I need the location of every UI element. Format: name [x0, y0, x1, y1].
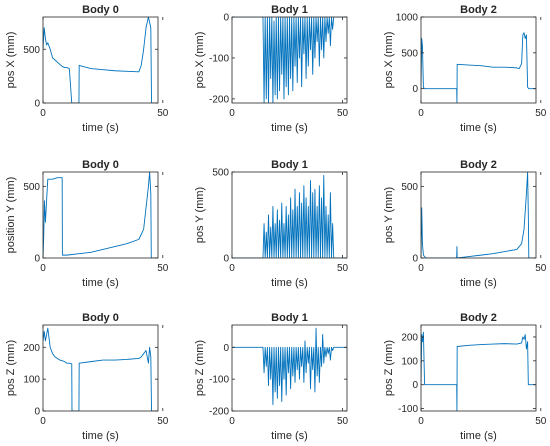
- y-axis-label: position Y (mm): [5, 177, 17, 254]
- y-tick-label: 0: [412, 380, 418, 391]
- x-axis-label: time (s): [82, 430, 119, 442]
- x-tick-label: 50: [337, 263, 349, 274]
- x-tick-label: 50: [337, 416, 349, 427]
- series-line-1: [232, 174, 347, 258]
- x-axis-label: time (s): [271, 122, 308, 134]
- x-tick-label: 0: [40, 108, 46, 119]
- x-tick-label: 50: [535, 263, 547, 274]
- x-tick-label: 0: [229, 416, 235, 427]
- x-tick-label: 0: [418, 263, 424, 274]
- y-tick-label: 500: [23, 182, 40, 193]
- x-axis-label: time (s): [82, 277, 119, 289]
- y-tick-label: 1000: [396, 13, 419, 24]
- series-line-1: [43, 327, 158, 411]
- subplot-title: Body 2: [460, 4, 497, 16]
- x-axis-label: time (s): [82, 122, 119, 134]
- y-tick-label: 0: [34, 99, 40, 110]
- axes-box: [42, 16, 159, 104]
- x-tick-label: 50: [157, 108, 169, 119]
- y-axis-label: pos Z (mm): [383, 340, 395, 396]
- axes-box: [420, 171, 537, 259]
- y-axis-label: pos X (mm): [194, 32, 206, 89]
- subplot-title: Body 2: [460, 159, 497, 171]
- subplot-title: Body 0: [82, 312, 119, 324]
- y-tick-label: 0: [223, 343, 229, 354]
- axes-box: [42, 171, 159, 259]
- subplot-title: Body 2: [460, 312, 497, 324]
- y-axis-label: pos X (mm): [383, 32, 395, 89]
- x-tick-label: 0: [40, 416, 46, 427]
- x-tick-label: 0: [418, 108, 424, 119]
- subplot-title: Body 1: [271, 159, 308, 171]
- axes-box: [231, 324, 348, 412]
- axes-box: [42, 324, 159, 412]
- axes-box: [420, 324, 537, 412]
- x-axis-label: time (s): [460, 277, 497, 289]
- axes-box: [231, 16, 348, 104]
- y-tick-label: 500: [212, 168, 229, 179]
- series-line-1: [232, 17, 347, 103]
- y-tick-label: 200: [401, 332, 418, 343]
- y-tick-label: 500: [23, 45, 40, 56]
- series-line-1: [421, 32, 536, 103]
- subplot-title: Body 0: [82, 4, 119, 16]
- series-line-1: [421, 172, 536, 258]
- y-tick-label: 500: [401, 48, 418, 59]
- x-tick-label: 0: [229, 108, 235, 119]
- y-axis-label: pos Z (mm): [194, 340, 206, 396]
- y-axis-label: pos Z (mm): [5, 340, 17, 396]
- x-tick-label: 0: [229, 263, 235, 274]
- series-line-1: [43, 172, 158, 258]
- x-tick-label: 50: [535, 108, 547, 119]
- x-tick-label: 50: [337, 108, 349, 119]
- y-tick-label: 0: [34, 254, 40, 265]
- subplot-title: Body 1: [271, 312, 308, 324]
- x-tick-label: 50: [535, 416, 547, 427]
- y-tick-label: 0: [223, 13, 229, 24]
- x-tick-label: 0: [40, 263, 46, 274]
- x-axis-label: time (s): [271, 277, 308, 289]
- y-axis-label: pos Y (mm): [194, 187, 206, 243]
- x-axis-label: time (s): [460, 122, 497, 134]
- y-tick-label: 200: [23, 343, 40, 354]
- x-tick-label: 50: [157, 263, 169, 274]
- y-tick-label: 0: [34, 407, 40, 418]
- x-axis-label: time (s): [460, 430, 497, 442]
- axes-box: [231, 171, 348, 259]
- x-tick-label: 50: [157, 416, 169, 427]
- x-axis-label: time (s): [271, 430, 308, 442]
- y-tick-label: 100: [401, 356, 418, 367]
- subplot-title: Body 1: [271, 4, 308, 16]
- y-tick-label: 0: [412, 84, 418, 95]
- y-tick-label: 500: [401, 182, 418, 193]
- y-tick-label: -100: [398, 404, 418, 415]
- subplot-7: 0 50 0 100 200 Body 0 time (s) pos Z (mm): [5, 312, 169, 442]
- subplot-8: 0 50 -200 -100 0 Body 1 time (s) pos Z (mm): [194, 312, 349, 442]
- series-line-1: [232, 327, 347, 406]
- y-tick-label: -200: [209, 407, 229, 418]
- subplot-title: Body 0: [82, 159, 119, 171]
- axes-box: [420, 16, 537, 104]
- series-line-1: [43, 17, 158, 103]
- y-axis-label: pos Y (mm): [383, 187, 395, 243]
- y-tick-label: -100: [209, 375, 229, 386]
- y-tick-label: 0: [412, 254, 418, 265]
- series-line-1: [421, 331, 536, 411]
- y-tick-label: -100: [209, 53, 229, 64]
- subplot-2: 0 50 -200 -100 0 Body 1 time (s) pos X (mm): [194, 4, 349, 134]
- y-axis-label: pos X (mm): [5, 32, 17, 89]
- y-tick-label: 0: [223, 254, 229, 265]
- x-tick-label: 0: [418, 416, 424, 427]
- y-tick-label: -200: [209, 94, 229, 105]
- y-tick-label: 100: [23, 375, 40, 386]
